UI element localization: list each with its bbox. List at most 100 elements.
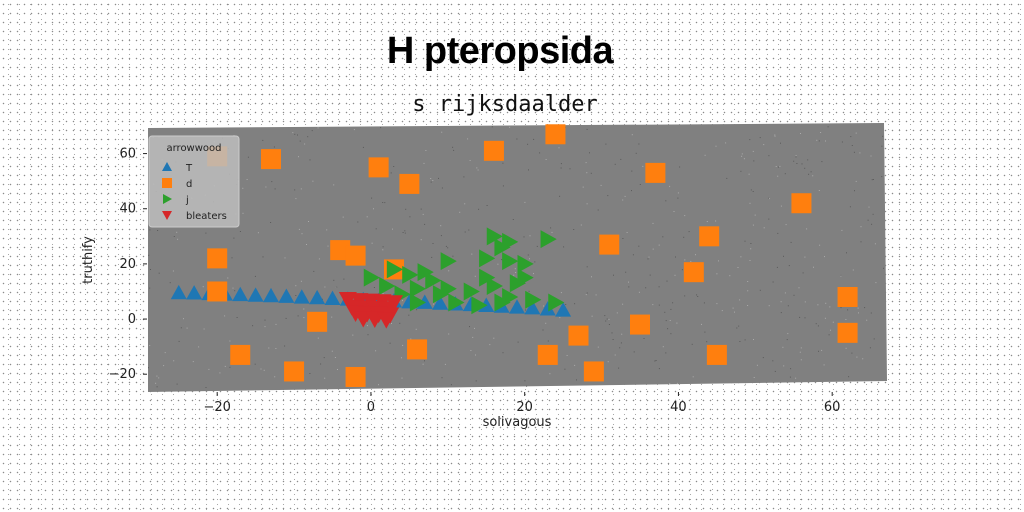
- speckle: [614, 354, 616, 356]
- speckle: [533, 273, 534, 275]
- speckle: [612, 339, 614, 340]
- speckle: [560, 167, 562, 169]
- speckle: [208, 368, 210, 370]
- speckle: [331, 350, 333, 352]
- speckle: [622, 303, 624, 305]
- speckle: [845, 347, 847, 349]
- speckle: [323, 357, 325, 359]
- data-point: [284, 361, 305, 382]
- speckle: [303, 308, 305, 310]
- data-point: [599, 234, 620, 255]
- speckle: [703, 302, 705, 304]
- speckle: [559, 317, 561, 319]
- speckle: [469, 160, 471, 161]
- speckle: [493, 337, 495, 339]
- speckle: [326, 229, 328, 231]
- speckle: [780, 142, 781, 144]
- speckle: [205, 387, 207, 388]
- speckle: [422, 213, 424, 215]
- speckle: [763, 227, 765, 229]
- speckle: [468, 229, 470, 231]
- speckle: [753, 339, 754, 340]
- speckle: [670, 333, 672, 335]
- speckle: [848, 376, 850, 378]
- speckle: [768, 305, 770, 307]
- x-axis: solivagous −20 0 20 40 60: [203, 392, 840, 430]
- speckle: [706, 341, 708, 343]
- chart-subtitle: s rijksdaalder: [412, 92, 598, 117]
- speckle: [420, 208, 422, 210]
- speckle: [246, 179, 248, 180]
- speckle: [320, 363, 322, 365]
- speckle: [318, 258, 320, 260]
- x-tick-label: 0: [367, 400, 375, 415]
- speckle: [818, 140, 820, 142]
- speckle: [793, 294, 795, 296]
- speckle: [308, 221, 309, 222]
- speckle: [299, 140, 301, 142]
- data-point: [537, 344, 558, 365]
- data-point: [330, 240, 351, 261]
- speckle: [817, 325, 819, 327]
- speckle: [476, 167, 478, 169]
- speckle: [423, 162, 425, 164]
- speckle: [242, 212, 244, 214]
- data-marks: [170, 124, 858, 387]
- speckle: [333, 279, 335, 281]
- speckle: [401, 357, 402, 359]
- speckle: [463, 176, 465, 178]
- speckle: [737, 267, 739, 268]
- speckle: [367, 334, 369, 336]
- speckle: [807, 159, 809, 161]
- speckle: [832, 321, 834, 323]
- speckle: [857, 307, 859, 309]
- data-point: [324, 290, 341, 306]
- speckle: [677, 197, 679, 199]
- speckle: [715, 145, 717, 147]
- speckle: [777, 232, 779, 234]
- speckle: [420, 239, 422, 241]
- speckle: [502, 185, 504, 187]
- speckle: [478, 208, 480, 210]
- speckle: [873, 338, 875, 340]
- speckle: [203, 328, 205, 330]
- speckle: [362, 146, 364, 148]
- speckle: [576, 379, 577, 381]
- speckle: [373, 208, 374, 210]
- speckle: [795, 155, 797, 157]
- data-point: [230, 344, 251, 365]
- speckle: [620, 158, 622, 160]
- speckle: [631, 170, 633, 172]
- speckle: [292, 132, 294, 134]
- data-point: [186, 285, 203, 300]
- speckle: [608, 324, 610, 325]
- speckle: [748, 173, 750, 175]
- data-point: [555, 302, 572, 317]
- speckle: [393, 166, 395, 167]
- speckle: [683, 236, 685, 238]
- data-point: [170, 284, 187, 300]
- speckle: [595, 294, 597, 296]
- speckle: [626, 232, 628, 233]
- speckle: [639, 184, 641, 185]
- speckle: [306, 244, 307, 245]
- speckle: [768, 198, 770, 200]
- speckle: [652, 222, 654, 224]
- speckle: [840, 307, 842, 309]
- speckle: [564, 368, 566, 370]
- speckle: [597, 209, 599, 211]
- speckle: [585, 294, 587, 296]
- speckle: [600, 184, 602, 186]
- speckle: [528, 169, 529, 171]
- data-point: [207, 281, 228, 302]
- speckle: [718, 260, 719, 262]
- speckle: [399, 322, 401, 324]
- speckle: [652, 304, 654, 306]
- speckle: [586, 172, 588, 174]
- data-point: [368, 157, 389, 178]
- speckle: [740, 256, 742, 258]
- speckle: [732, 307, 734, 309]
- speckle: [176, 231, 178, 233]
- legend: arrowwood Tdj bleaters: [148, 135, 240, 228]
- speckle: [795, 156, 797, 158]
